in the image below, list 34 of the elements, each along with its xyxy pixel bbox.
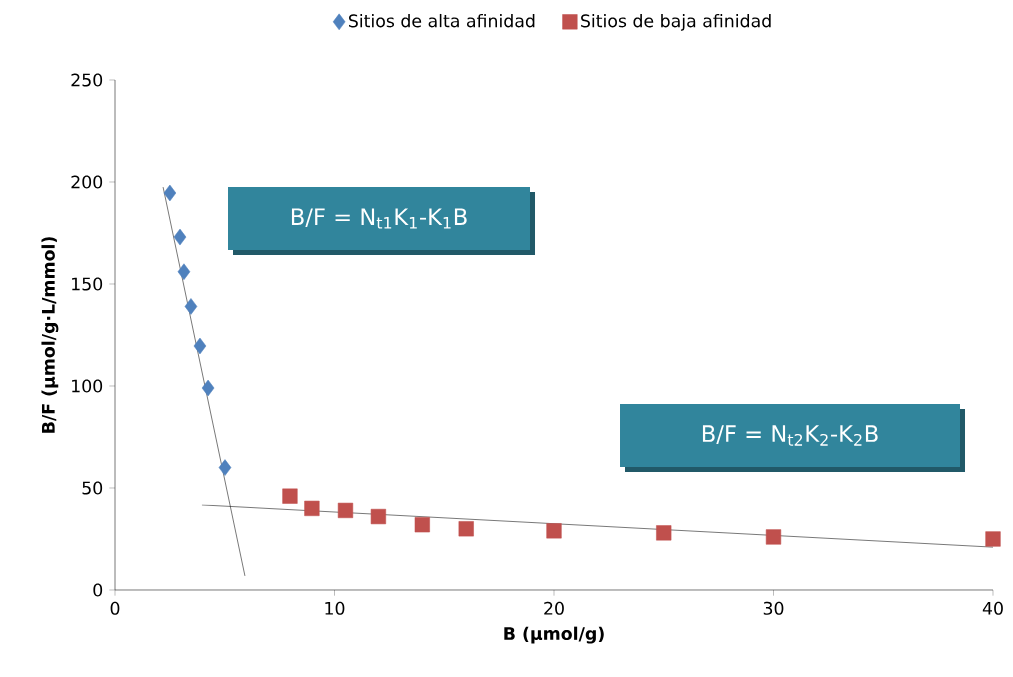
x-tick-label: 20 <box>544 601 564 615</box>
y-tick-label: 100 <box>72 379 103 393</box>
y-tick-label: 200 <box>71 175 103 189</box>
y-tick-label: 0 <box>93 583 103 597</box>
point <box>177 263 191 281</box>
x-tick-label: 40 <box>982 601 1003 615</box>
y-tick-label: 250 <box>71 73 103 87</box>
point <box>337 502 354 519</box>
point <box>370 508 387 525</box>
point <box>282 488 298 504</box>
annotation: B/F = N$_{t2}$K$_{2}$-K$_{2}$B <box>702 425 878 446</box>
point <box>985 531 1001 547</box>
annotation: B/F = N$_{t1}$K$_{1}$-K$_{1}$B <box>291 208 467 229</box>
point <box>193 337 207 355</box>
x-tick-label: 30 <box>763 601 784 615</box>
legend-label: Sitios de baja afinidad <box>581 13 771 31</box>
x-tick-label: 0 <box>110 601 120 615</box>
point <box>218 459 232 476</box>
x-tick-label: 10 <box>325 601 345 615</box>
y-axis-title: B/F (µmol/g·L/mmol) <box>41 237 59 433</box>
point <box>173 228 187 246</box>
legend-label: Sitios de alta afinidad <box>348 13 535 28</box>
point <box>458 521 474 537</box>
point <box>765 529 782 545</box>
point <box>201 379 215 397</box>
y-tick-label: 150 <box>72 277 103 291</box>
x-axis-title: B (µmol/g) <box>504 626 604 644</box>
point <box>304 500 320 516</box>
point <box>163 184 177 202</box>
y-tick-label: 50 <box>82 481 103 495</box>
point <box>546 523 562 539</box>
point <box>656 525 672 541</box>
point <box>414 517 430 533</box>
point <box>184 298 198 315</box>
